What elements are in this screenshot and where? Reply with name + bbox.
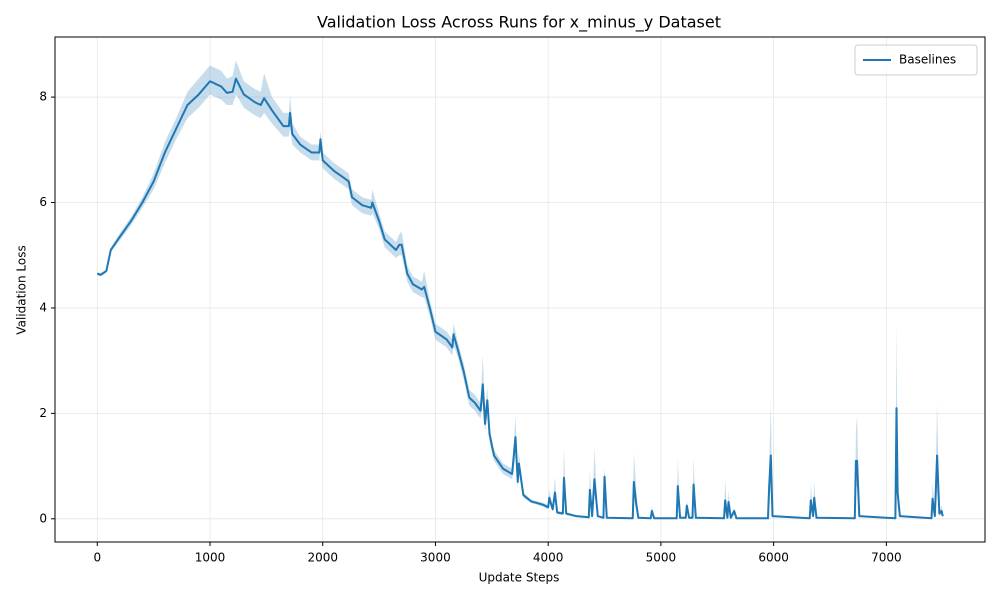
x-tick-label: 4000 bbox=[533, 551, 564, 565]
x-tick-label: 7000 bbox=[871, 551, 902, 565]
y-tick-label: 8 bbox=[39, 90, 47, 104]
x-tick-label: 0 bbox=[93, 551, 101, 565]
x-tick-label: 1000 bbox=[195, 551, 226, 565]
legend: Baselines bbox=[854, 44, 978, 76]
x-axis-label: Update Steps bbox=[479, 571, 560, 585]
x-tick-label: 2000 bbox=[307, 551, 338, 565]
x-tick-label: 5000 bbox=[646, 551, 677, 565]
y-tick-label: 6 bbox=[39, 195, 47, 209]
legend-label: Baselines bbox=[899, 53, 956, 67]
x-tick-label: 3000 bbox=[420, 551, 451, 565]
y-tick-label: 4 bbox=[39, 300, 47, 314]
legend-box bbox=[854, 44, 978, 76]
y-tick-label: 2 bbox=[39, 406, 47, 420]
y-tick-label: 0 bbox=[39, 511, 47, 525]
plot-frame bbox=[54, 36, 986, 543]
y-axis-label: Validation Loss bbox=[15, 245, 29, 334]
chart-title: Validation Loss Across Runs for x_minus_… bbox=[317, 13, 721, 33]
line bbox=[96, 77, 944, 520]
x-tick-label: 6000 bbox=[758, 551, 789, 565]
